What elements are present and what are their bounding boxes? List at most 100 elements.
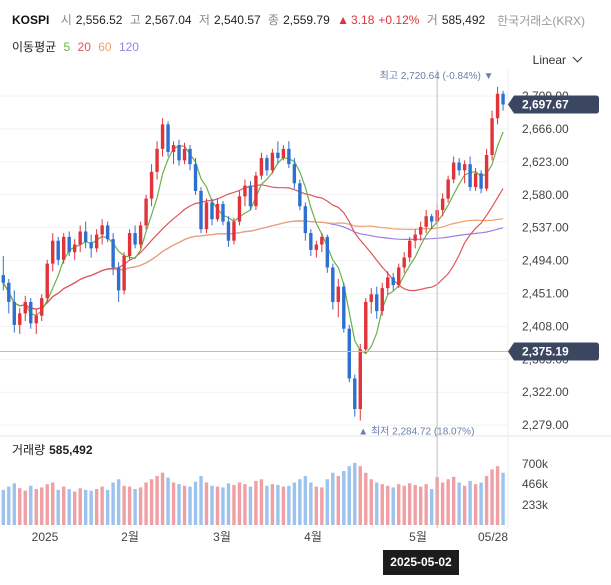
candle-body [105, 225, 110, 240]
candle-body [34, 315, 38, 324]
scale-dropdown[interactable]: Linear [532, 52, 583, 67]
candle-body [51, 240, 55, 264]
candle-body [237, 196, 242, 222]
volume-panel-label: 거래량 [12, 443, 46, 457]
volume-bar [215, 486, 220, 525]
candle-body [1, 275, 5, 283]
crosshair-price-tag-bg [508, 342, 599, 361]
candle-body [182, 148, 187, 161]
volume-bar [204, 482, 209, 525]
candle-body [490, 118, 494, 155]
candle-body [342, 286, 346, 329]
volume-bar [7, 486, 11, 525]
min-annotation: ▲ 최저 2,284.72 (18.07%) [358, 426, 474, 438]
candle-body [380, 288, 384, 312]
volume-bar [380, 484, 384, 525]
candle-body [127, 233, 132, 256]
volume-bar [407, 483, 412, 525]
price-tick-label: 2,279.00 [522, 418, 569, 432]
volume-bar [276, 484, 280, 525]
candle-body [386, 277, 390, 289]
change-arrow-icon: ▲ [337, 13, 350, 27]
high-value: 2,567.04 [144, 13, 192, 27]
candle-body [353, 378, 357, 410]
candle-body [221, 203, 225, 222]
volume-bar [369, 479, 373, 525]
volume-bar [331, 472, 335, 525]
last-price-tag-bg [508, 95, 599, 114]
volume-bar [100, 486, 104, 525]
time-tick-label: 05/28 [478, 530, 508, 544]
candle-body [18, 313, 22, 325]
candle-body [254, 175, 258, 207]
candle-body [29, 301, 33, 324]
moving-average-legend[interactable]: 이동평균 5 20 60 120 [12, 38, 143, 55]
candle-body [72, 244, 77, 253]
open-label: 시 [60, 13, 72, 27]
volume-bar [402, 485, 406, 525]
volume-bar [287, 485, 291, 525]
volume-bar [210, 485, 214, 525]
candle-body [391, 277, 395, 286]
volume-bar [171, 482, 176, 525]
chart-header: KOSPI 시 2,556.52 고 2,567.04 저 2,540.57 종 2,5… [0, 0, 611, 36]
volume-bar [127, 486, 132, 525]
volume-bar [298, 479, 302, 525]
volume-bar [138, 487, 143, 525]
candle-body [364, 301, 368, 350]
ma-20-line [2, 184, 504, 310]
candle-body [155, 148, 159, 172]
volume-bar [144, 482, 148, 525]
volume-bar [51, 482, 55, 525]
volume-bar [72, 491, 77, 525]
volume-bar [314, 486, 319, 525]
candle-body [358, 349, 362, 410]
volume-bar [303, 475, 308, 525]
volume-bar [149, 479, 154, 525]
volume-label: 거 [426, 13, 438, 27]
volume-bar [292, 482, 297, 525]
candle-body [199, 190, 203, 230]
volume-bar [1, 489, 5, 525]
volume-value: 585,492 [441, 13, 486, 27]
volume-bar [23, 490, 27, 525]
volume-bar [473, 484, 478, 525]
candle-body [347, 328, 351, 379]
volume-bar [320, 487, 324, 525]
volume-bar [237, 482, 242, 525]
volume-bar [83, 489, 88, 525]
candle-body [83, 231, 88, 243]
candle-body [495, 93, 500, 119]
ma-label: 이동평균 [12, 40, 57, 54]
volume-bar [440, 482, 445, 525]
scale-label: Linear [532, 53, 566, 67]
volume-tick-label: 700k [522, 457, 549, 471]
volume-bar [259, 479, 264, 525]
candle-body [100, 225, 104, 235]
volume-bar [193, 481, 198, 525]
symbol-name[interactable]: KOSPI [12, 13, 50, 27]
candle-body [232, 221, 236, 241]
volume-bar [243, 484, 247, 525]
time-tick-label: 5월 [409, 530, 427, 544]
volume-bar [391, 487, 395, 525]
volume-bar [446, 479, 450, 525]
open-value: 2,556.52 [75, 13, 123, 27]
volume-bar [89, 490, 93, 525]
candle-body [424, 216, 428, 227]
candle-body [314, 244, 319, 250]
candle-body [204, 202, 209, 230]
volume-bar [62, 486, 66, 525]
candle-body [94, 234, 99, 249]
candle-body [501, 93, 505, 105]
candle-body [265, 158, 269, 171]
max-annotation: 최고 2,720.64 (-0.84%) ▼ [380, 70, 494, 82]
volume-bar [94, 489, 99, 525]
volume-bar [133, 489, 137, 525]
candle-body [40, 298, 44, 316]
candle-body [133, 233, 137, 245]
candle-body [446, 179, 450, 199]
volume-bar [451, 476, 456, 525]
volume-bar [358, 466, 362, 525]
